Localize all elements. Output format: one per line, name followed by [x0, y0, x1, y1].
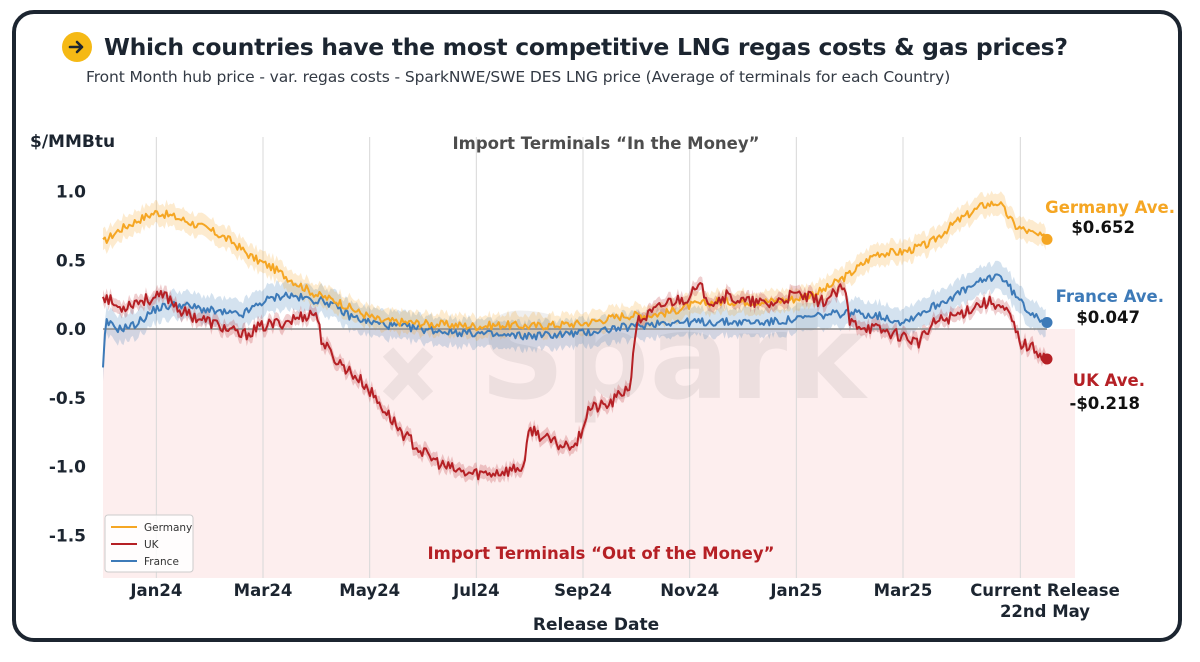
annotation-out-of-the-money: Import Terminals “Out of the Money”	[428, 544, 775, 563]
x-tick-label: Jan25	[769, 581, 822, 600]
y-tick-label: 0.5	[56, 251, 86, 271]
y-tick-label: -1.0	[49, 458, 86, 478]
y-axis-unit: $/MMBtu	[30, 132, 115, 152]
legend: Germany UK France	[104, 514, 194, 573]
negative-zone	[103, 329, 1075, 578]
end-label-germany: Germany Ave.	[1045, 198, 1175, 217]
end-value-france: $0.047	[1076, 308, 1140, 327]
x-tick-label: May24	[339, 581, 400, 600]
end-value-germany: $0.652	[1071, 218, 1135, 237]
x-tick-label: Sep24	[554, 581, 612, 600]
annotation-in-the-money: Import Terminals “In the Money”	[453, 134, 760, 153]
y-tick-label: 0.0	[56, 320, 86, 340]
y-tick-label: 1.0	[56, 183, 86, 203]
title-row: Which countries have the most competitiv…	[62, 30, 1068, 64]
x-tick-label: Jul24	[452, 581, 500, 600]
watermark-logo-icon	[382, 347, 434, 401]
end-value-uk: -$0.218	[1069, 394, 1140, 413]
series-line-uk	[102, 282, 1047, 481]
end-label-uk: UK Ave.	[1073, 371, 1145, 390]
y-tick-label: -1.5	[49, 526, 86, 546]
chart-title: Which countries have the most competitiv…	[104, 33, 1068, 61]
series-line-france	[102, 273, 1047, 368]
x-axis-title: Release Date	[533, 615, 659, 635]
series-line-germany	[102, 200, 1047, 332]
x-tick-label: Mar25	[874, 581, 933, 600]
end-marker-uk	[1041, 353, 1053, 365]
legend-label-uk: UK	[144, 539, 160, 551]
legend-box	[104, 514, 194, 573]
end-marker-germany	[1041, 233, 1053, 245]
band-france	[103, 260, 1046, 382]
current-release-label: Current Release	[970, 581, 1120, 600]
end-label-france: France Ave.	[1056, 287, 1164, 306]
x-tick-label: Jan24	[129, 581, 182, 600]
x-tick-label: Nov24	[660, 581, 719, 600]
legend-label-france: France	[144, 556, 179, 568]
end-marker-france	[1041, 317, 1053, 329]
x-tick-label: Mar24	[234, 581, 293, 600]
current-release-date: 22nd May	[1000, 602, 1090, 621]
y-tick-label: -0.5	[49, 389, 86, 409]
arrow-right-icon	[62, 32, 92, 62]
legend-label-germany: Germany	[144, 522, 192, 534]
chart-subtitle: Front Month hub price - var. regas costs…	[86, 68, 951, 86]
